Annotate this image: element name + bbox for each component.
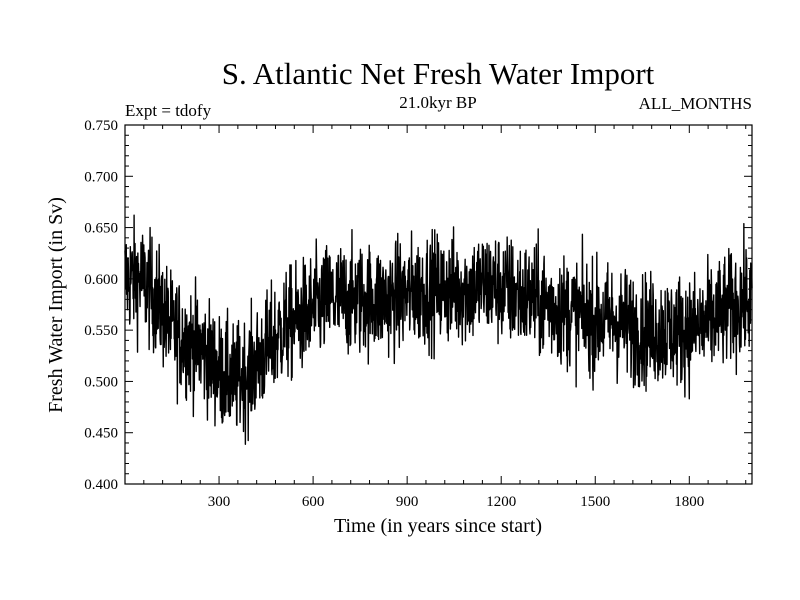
y-tick-label-0.500: 0.500 — [84, 374, 118, 390]
y-tick-label-0.450: 0.450 — [84, 426, 118, 442]
y-tick-label-0.600: 0.600 — [84, 272, 118, 288]
y-tick-label-0.700: 0.700 — [84, 169, 118, 185]
ticks-layer: 300 600 900 1200 1500 1800 0.400 0.450 0.500 0.55… — [84, 118, 752, 510]
x-tick-label-1200: 1200 — [486, 494, 516, 510]
series-layer — [124, 214, 753, 445]
x-axis-label: Time (in years since start) — [334, 515, 542, 537]
chart-subtitle-left: Expt = tdofy — [125, 101, 212, 120]
series-line-0 — [124, 214, 753, 445]
chart-subtitle-center: 21.0kyr BP — [399, 93, 476, 112]
y-axis-label: Fresh Water Import (in Sv) — [45, 197, 67, 413]
y-tick-label-0.550: 0.550 — [84, 323, 118, 339]
chart-subtitle-right: ALL_MONTHS — [639, 94, 752, 113]
x-tick-label-600: 600 — [302, 494, 325, 510]
x-tick-label-300: 300 — [208, 494, 231, 510]
x-tick-label-900: 900 — [396, 494, 419, 510]
chart-title: S. Atlantic Net Fresh Water Import — [222, 56, 655, 91]
y-tick-label-0.750: 0.750 — [84, 118, 118, 134]
y-tick-label-0.400: 0.400 — [84, 477, 118, 493]
x-tick-label-1800: 1800 — [674, 494, 704, 510]
plot-frame — [124, 124, 753, 485]
x-tick-label-1500: 1500 — [580, 494, 610, 510]
y-tick-label-0.650: 0.650 — [84, 221, 118, 237]
